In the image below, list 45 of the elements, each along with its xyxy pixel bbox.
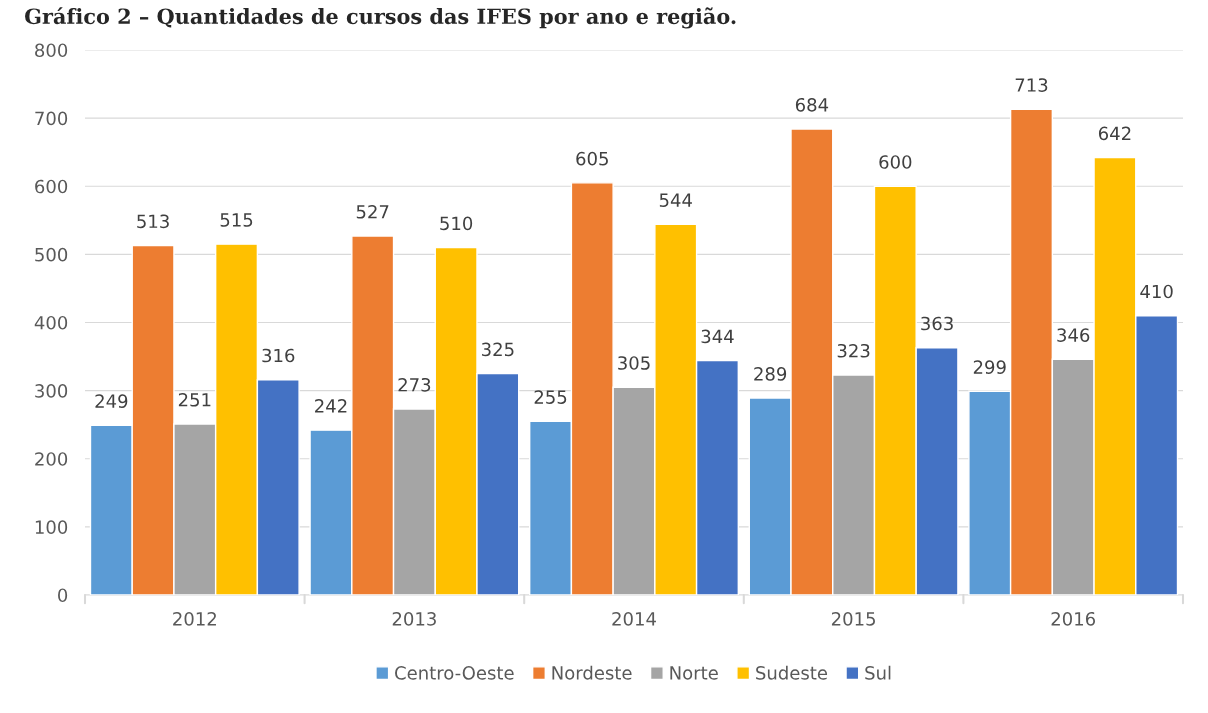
legend-label: Centro-Oeste (395, 666, 514, 680)
data-label: 642 (1098, 126, 1131, 141)
y-tick-label: 0 (58, 588, 68, 603)
data-label: 273 (398, 377, 431, 392)
data-label: 527 (356, 204, 389, 219)
data-label: 242 (315, 399, 347, 413)
data-label: 249 (95, 394, 128, 408)
y-tick-label: 100 (35, 520, 68, 534)
data-label: 544 (659, 193, 692, 208)
data-label: 344 (701, 329, 734, 344)
y-tick-label: 500 (35, 247, 68, 262)
x-tick-label: 2013 (392, 611, 436, 626)
y-tick-label: 600 (35, 179, 68, 194)
data-label: 323 (837, 343, 870, 358)
data-label: 305 (618, 356, 650, 370)
data-label: 410 (1140, 284, 1173, 299)
data-label: 316 (262, 348, 295, 363)
y-tick-label: 700 (35, 111, 68, 126)
data-label: 251 (178, 392, 211, 407)
data-label: 515 (220, 213, 253, 227)
data-label: 605 (576, 151, 608, 166)
chart-title: Gráfico 2 – Quantidades de cursos das IFES por ano e região. (25, 7, 736, 29)
legend-label: Sudeste (756, 665, 828, 680)
data-label: 255 (534, 390, 567, 404)
data-label: 713 (1015, 78, 1048, 92)
data-label: 325 (481, 342, 514, 357)
y-tick-label: 200 (35, 452, 68, 466)
data-label: 299 (973, 360, 1006, 374)
data-label: 510 (440, 216, 473, 231)
legend-label: Sul (865, 665, 891, 680)
y-tick-label: 300 (35, 384, 68, 398)
legend-label: Nordeste (552, 665, 632, 680)
x-tick-label: 2012 (173, 611, 216, 626)
legend-label: Norte (670, 666, 718, 680)
data-label: 684 (795, 97, 829, 112)
y-tick-label: 400 (34, 315, 68, 330)
data-label: 600 (879, 155, 912, 169)
data-label: 346 (1057, 328, 1090, 342)
x-tick-label: 2016 (1051, 611, 1096, 626)
y-tick-label: 800 (35, 43, 68, 58)
data-label: 289 (754, 367, 787, 381)
x-tick-label: 2015 (831, 611, 875, 626)
x-tick-label: 2014 (612, 611, 656, 626)
data-label: 513 (137, 214, 169, 229)
data-label: 363 (921, 316, 953, 331)
